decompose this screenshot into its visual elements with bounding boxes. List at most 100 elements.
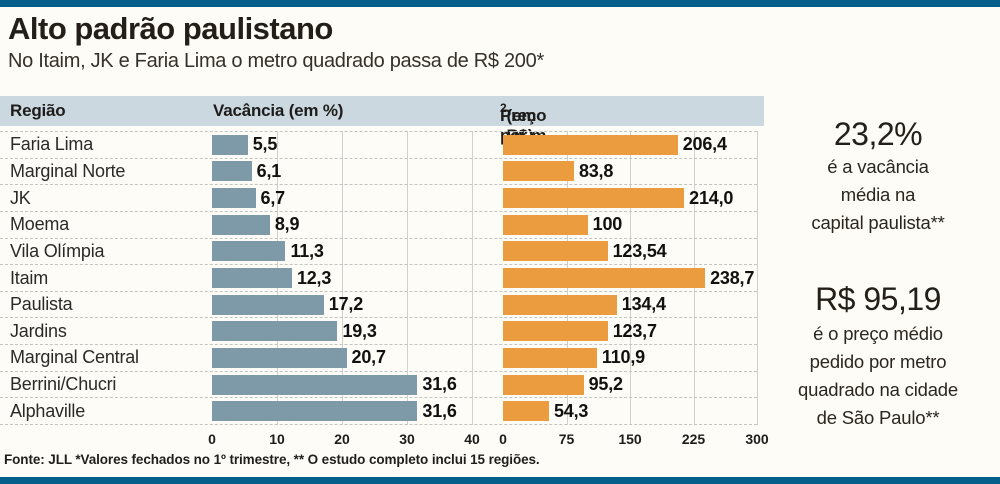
callout-vacancy-text: é a vacância média na capital paulista** [778, 153, 978, 237]
vacancy-value: 12,3 [296, 267, 332, 288]
table-header-band: Região Vacância (em %) Preço por m2 (em … [0, 96, 764, 145]
price-bar [503, 321, 608, 342]
price-value: 214,0 [689, 187, 734, 208]
vacancy-bar [212, 268, 292, 289]
price-bar [503, 294, 617, 315]
vacancy-bar [212, 294, 324, 315]
gridline [342, 131, 343, 425]
axis-tick-label: 0 [499, 431, 507, 447]
vacancy-value: 6,1 [256, 160, 282, 181]
axis-tick-label: 225 [681, 431, 706, 447]
callout-average-price: R$ 95,19 é o preço médio pedido por metro… [778, 281, 978, 432]
vacancy-bar [212, 401, 418, 422]
vacancy-bar [212, 241, 286, 262]
price-value: 110,9 [601, 347, 645, 368]
table-row: Marginal Central 20,7 110,9 [0, 345, 757, 372]
page-subtitle: No Itaim, JK e Faria Lima o metro quadra… [8, 50, 544, 72]
vacancy-value: 17,2 [328, 294, 364, 315]
vacancy-value: 31,6 [422, 400, 457, 421]
table-row: Moema 8,9 100 [0, 212, 757, 239]
table-row: Vila Olímpia 11,3 123,54 [0, 239, 757, 266]
price-bar [503, 241, 608, 262]
vacancy-bar [212, 188, 256, 209]
vacancy-value: 19,3 [342, 320, 377, 341]
table-row: Jardins 19,3 123,7 [0, 318, 757, 346]
vacancy-value: 20,7 [351, 347, 386, 368]
vacancy-bar [212, 214, 270, 235]
callout-line: é o preço médio [813, 323, 943, 344]
callout-line: de São Paulo** [816, 407, 940, 428]
table-row: Itaim 12,3 238,7 [0, 265, 757, 292]
axis-tick-label: 30 [399, 431, 415, 447]
vacancy-value: 5,5 [252, 134, 278, 155]
callout-average-vacancy: 23,2% é a vacância média na capital paulis… [778, 116, 978, 237]
price-value: 123,54 [612, 240, 667, 261]
table-row: Paulista 17,2 134,4 [0, 292, 757, 319]
price-value: 206,4 [682, 134, 727, 155]
price-bar [503, 188, 685, 209]
region-label: Berrini/Chucri [10, 374, 117, 395]
price-value: 100 [592, 214, 623, 235]
price-bar [503, 268, 706, 289]
axis-tick-label: 40 [464, 431, 480, 447]
column-header-price: Preço por m2 (em R$) [500, 101, 546, 145]
price-bar [503, 134, 678, 155]
region-label: Marginal Norte [10, 160, 126, 181]
vacancy-bar [212, 321, 338, 342]
table-row: Faria Lima 5,5 206,4 [0, 132, 757, 159]
price-value: 83,8 [578, 160, 614, 181]
column-header-region: Região [10, 101, 66, 120]
bottom-accent-bar [0, 477, 1000, 484]
region-label: Itaim [10, 267, 49, 288]
region-label: Paulista [10, 294, 73, 315]
region-label: Jardins [10, 320, 67, 341]
callout-price-text: é o preço médio pedido por metro quadrado … [778, 320, 978, 432]
axis-tick-label: 10 [269, 431, 285, 447]
callout-price-value: R$ 95,19 [815, 281, 941, 317]
price-value: 95,2 [588, 374, 623, 395]
region-label: JK [10, 187, 31, 208]
page-title: Alto padrão paulistano [8, 11, 333, 46]
price-value: 134,4 [621, 294, 666, 315]
price-bar [503, 401, 549, 422]
axis-tick-label: 150 [618, 431, 642, 447]
region-label: Vila Olímpia [10, 240, 105, 261]
region-label: Moema [10, 214, 70, 235]
price-bar [503, 214, 588, 235]
axis-tick-label: 20 [334, 431, 350, 447]
price-value: 238,7 [710, 267, 755, 288]
vacancy-value: 31,6 [422, 374, 457, 395]
chart-rows: Faria Lima 5,5 206,4 Marginal Norte 6,1 83,8 J… [0, 131, 757, 426]
vacancy-value: 11,3 [290, 240, 324, 261]
gridline [472, 131, 473, 425]
vacancy-value: 8,9 [274, 214, 300, 235]
price-bar [503, 161, 574, 182]
vacancy-value: 6,7 [260, 187, 286, 208]
source-note: Fonte: JLL *Valores fechados no 1º trime… [4, 452, 540, 467]
x-axis-ticks: 0 10 20 30 40 0 75 150 225 300 [0, 431, 769, 451]
callout-vacancy-value: 23,2% [833, 116, 923, 152]
price-bar [503, 374, 584, 395]
vacancy-bar [212, 134, 248, 155]
top-accent-bar [0, 0, 1000, 7]
axis-tick-label: 75 [558, 431, 575, 447]
table-row: Berrini/Chucri 31,6 95,2 [0, 372, 757, 399]
vacancy-bar [212, 161, 252, 182]
axis-tick-label: 0 [208, 431, 216, 447]
table-row: JK 6,7 214,0 [0, 185, 757, 212]
region-label: Faria Lima [10, 134, 94, 155]
callout-line: capital paulista** [811, 212, 945, 233]
bar-chart: Faria Lima 5,5 206,4 Marginal Norte 6,1 83,8 J… [0, 131, 769, 447]
price-bar [503, 347, 597, 368]
vacancy-bar [212, 374, 418, 395]
table-row: Marginal Norte 6,1 83,8 [0, 159, 757, 186]
price-header-exponent: 2 [500, 101, 507, 115]
gridline [757, 131, 758, 425]
region-label: Alphaville [10, 400, 86, 421]
column-header-vacancy: Vacância (em %) [213, 101, 344, 120]
callout-line: quadrado na cidade [798, 379, 958, 400]
callout-line: pedido por metro [809, 351, 947, 372]
price-value: 54,3 [553, 400, 589, 421]
axis-tick-label: 300 [745, 431, 769, 447]
table-row: Alphaville 31,6 54,3 [0, 398, 757, 426]
